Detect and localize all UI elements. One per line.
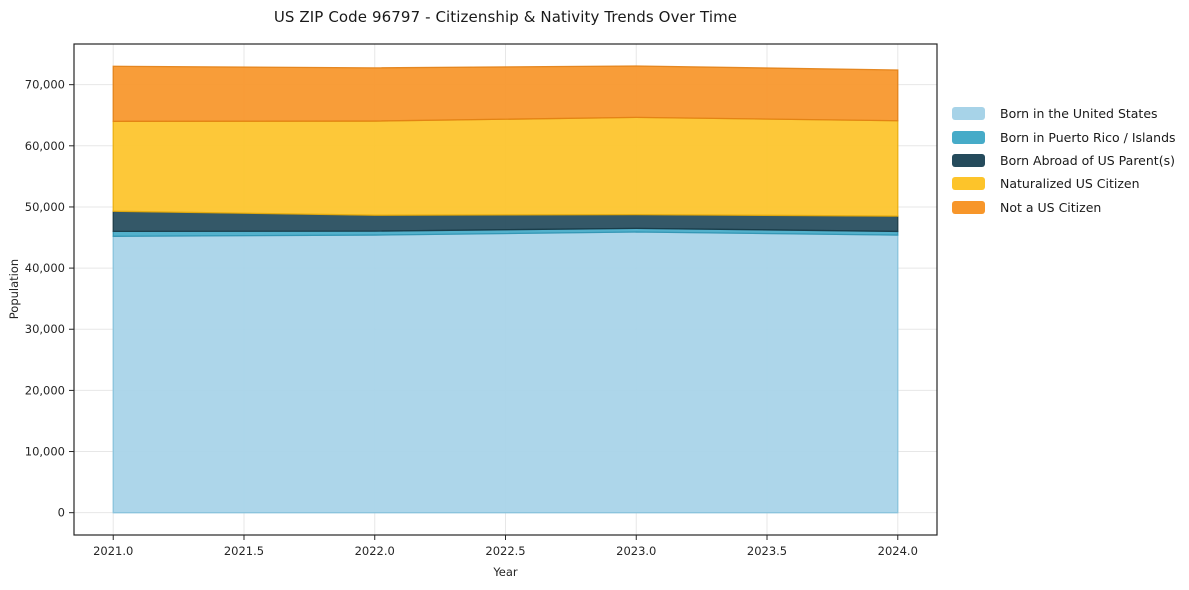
- y-tick-label: 50,000: [25, 200, 65, 214]
- legend-swatch-icon: [952, 177, 985, 191]
- area-series-4: [112, 65, 899, 123]
- legend-label: Naturalized US Citizen: [1000, 176, 1140, 192]
- legend-label: Born Abroad of US Parent(s): [1000, 152, 1175, 168]
- legend-swatch-icon: [952, 107, 985, 121]
- legend: Born in the United States Born in Puerto …: [952, 102, 1176, 219]
- legend-item-3: Naturalized US Citizen: [952, 172, 1176, 195]
- legend-label: Born in the United States: [1000, 106, 1158, 122]
- y-tick-label: 30,000: [25, 322, 65, 336]
- y-tick-label: 0: [58, 506, 65, 520]
- x-tick-label: 2021.5: [224, 544, 264, 558]
- y-tick-label: 20,000: [25, 383, 65, 397]
- x-tick-label: 2023.0: [616, 544, 656, 558]
- x-tick-label: 2024.0: [878, 544, 918, 558]
- x-tick-label: 2022.5: [485, 544, 525, 558]
- legend-label: Born in Puerto Rico / Islands: [1000, 129, 1176, 145]
- legend-item-0: Born in the United States: [952, 102, 1176, 125]
- area-series-0: [112, 231, 899, 514]
- legend-swatch-icon: [952, 153, 985, 167]
- x-tick-label: 2022.0: [355, 544, 395, 558]
- y-tick-label: 40,000: [25, 261, 65, 275]
- y-tick-label: 60,000: [25, 139, 65, 153]
- legend-item-2: Born Abroad of US Parent(s): [952, 149, 1176, 172]
- x-tick-label: 2021.0: [93, 544, 133, 558]
- x-axis-label: Year: [493, 565, 518, 579]
- legend-item-1: Born in Puerto Rico / Islands: [952, 125, 1176, 148]
- y-tick-label: 70,000: [25, 78, 65, 92]
- x-tick-label: 2023.5: [747, 544, 787, 558]
- chart-title: US ZIP Code 96797 - Citizenship & Nativi…: [273, 8, 738, 26]
- area-series-3: [112, 116, 899, 217]
- y-tick-label: 10,000: [25, 445, 65, 459]
- legend-swatch-icon: [952, 130, 985, 144]
- legend-label: Not a US Citizen: [1000, 199, 1102, 215]
- legend-swatch-icon: [952, 200, 985, 214]
- y-axis-label: Population: [7, 258, 21, 320]
- legend-item-4: Not a US Citizen: [952, 196, 1176, 219]
